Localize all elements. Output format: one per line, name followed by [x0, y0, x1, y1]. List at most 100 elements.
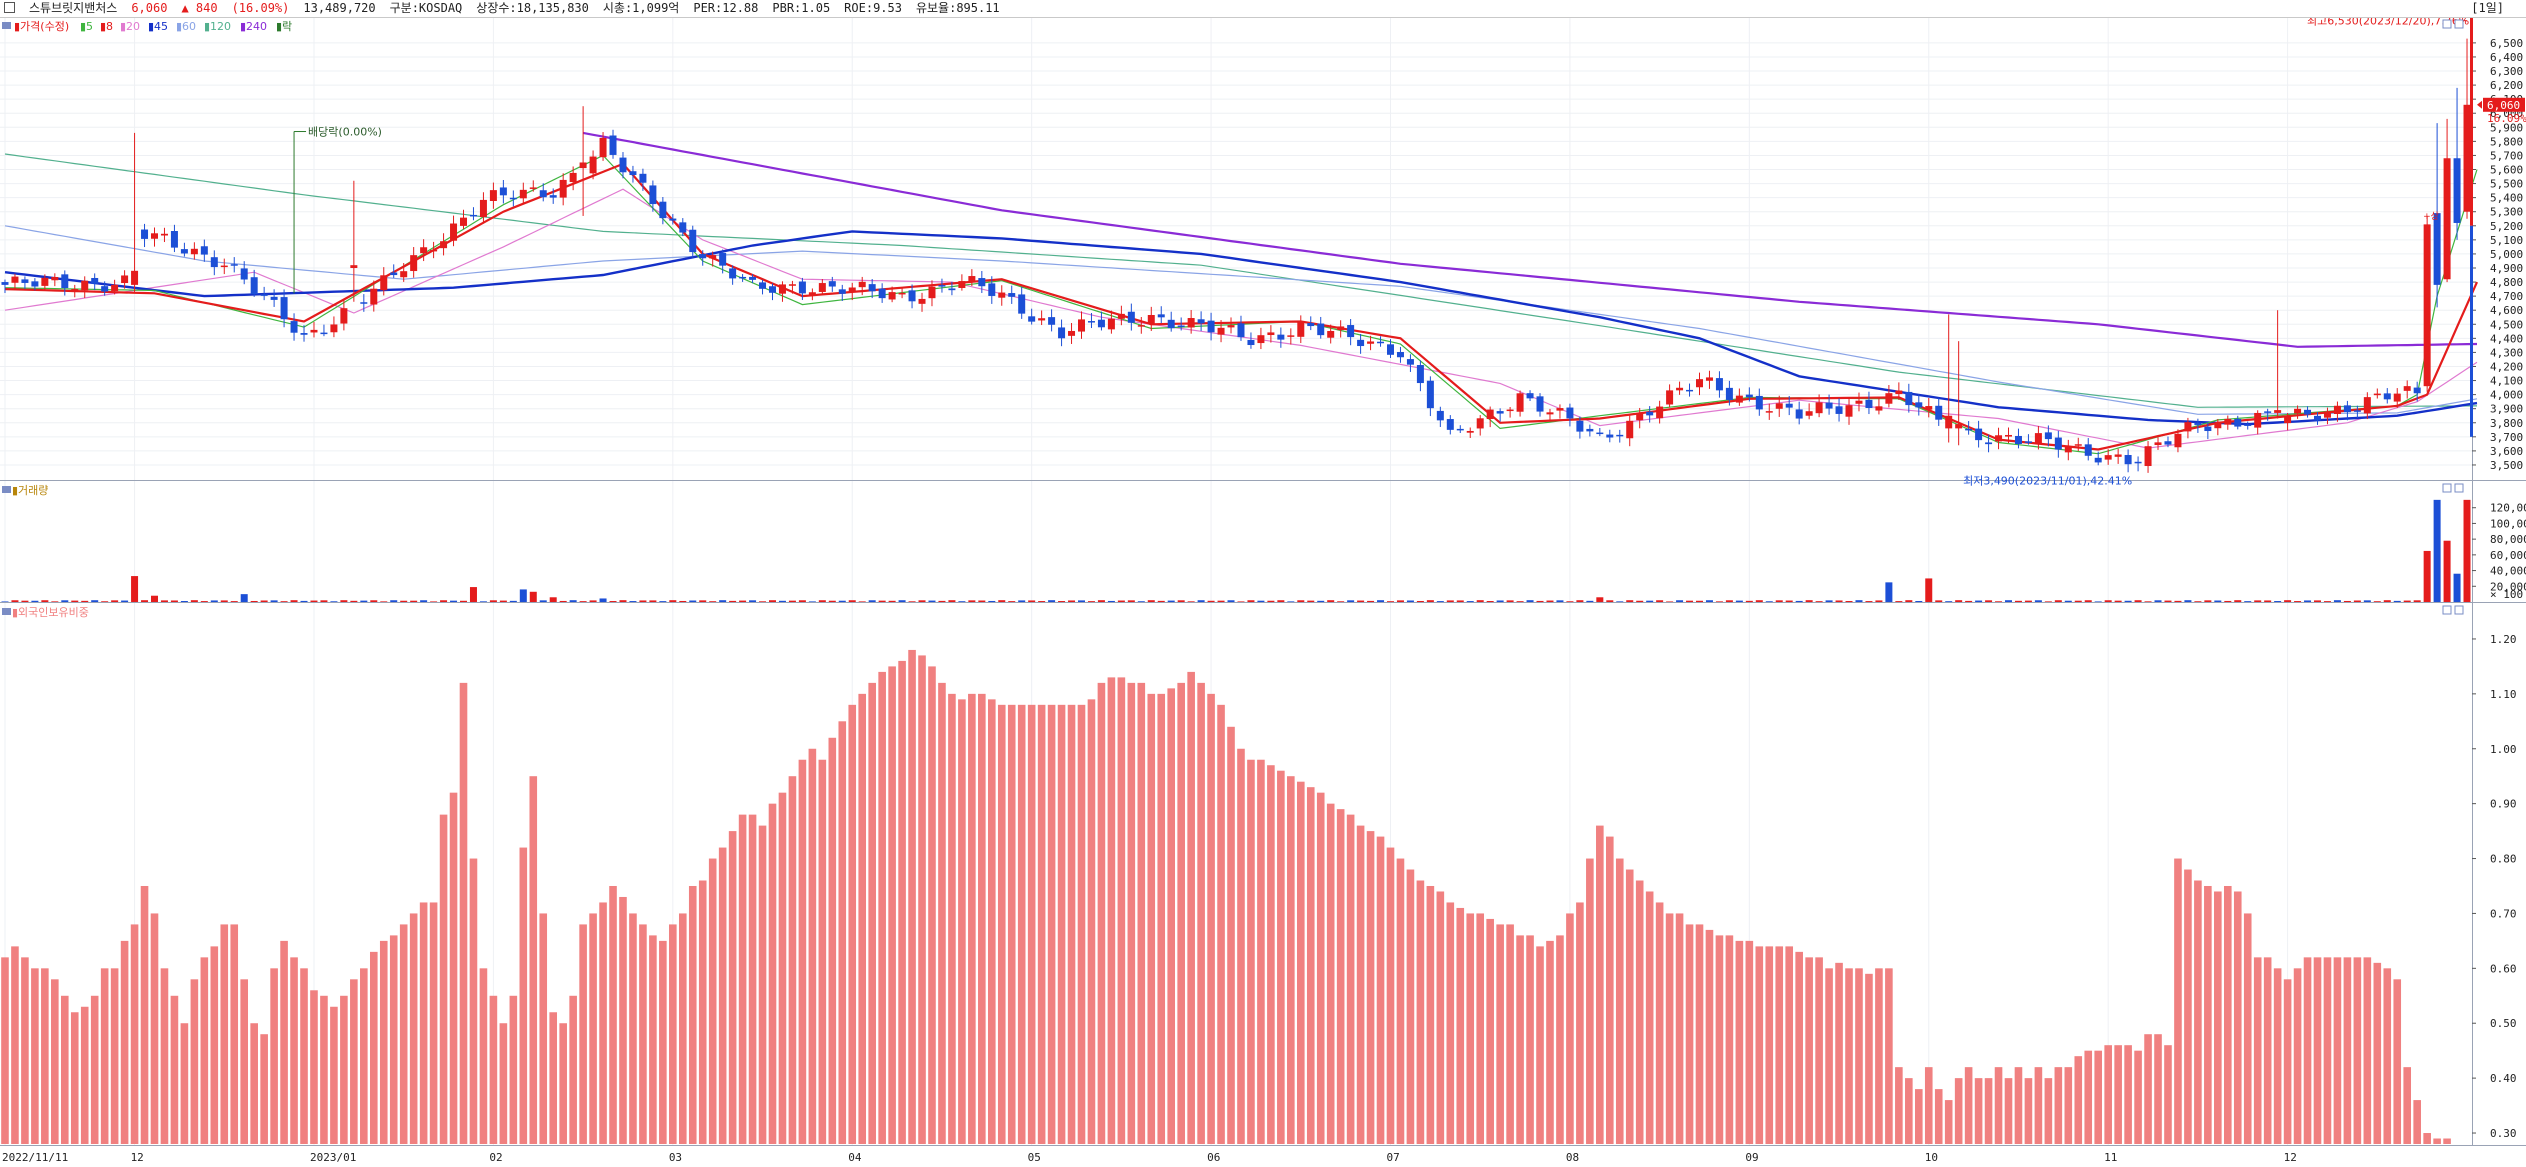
volume-bar — [659, 601, 667, 602]
annotations: 최고6,530(2023/12/20),7.76% 최저3,490(2023/11… — [293, 18, 2469, 487]
candle-body — [1277, 334, 1285, 340]
foreign-ratio-bar — [938, 682, 946, 1144]
foreign-ratio-bar — [210, 946, 219, 1144]
candle-body — [2373, 393, 2381, 396]
volume-bar — [968, 600, 976, 602]
volume-bar — [559, 600, 567, 602]
volume-bar — [1815, 601, 1823, 602]
volume-bar — [1526, 600, 1534, 602]
volume-bar — [61, 600, 69, 602]
foreign-ratio-bar — [678, 913, 687, 1144]
volume-bar — [460, 600, 467, 602]
candle-body — [1945, 415, 1953, 429]
foreign-ratio-bar — [429, 902, 438, 1144]
candle-body — [2443, 158, 2451, 280]
candle-body — [2184, 422, 2192, 432]
volume-bar — [888, 600, 896, 602]
foreign-ratio-bar — [2223, 885, 2232, 1144]
volume-bar — [1028, 600, 1036, 602]
ma-legend-item: ▮락 — [276, 20, 292, 33]
foreign-ratio-bar — [1247, 759, 1255, 1144]
x-tick-label: 2022/11/11 — [2, 1151, 68, 1164]
volume-bar — [2274, 601, 2282, 602]
foreign-ratio-bar — [2333, 957, 2342, 1144]
volume-bar — [1576, 600, 1584, 602]
volume-bar — [1, 601, 9, 602]
candle-body — [2094, 457, 2102, 463]
foreign-ratio-bar — [100, 968, 109, 1144]
foreign-ratio-bars[interactable] — [1, 649, 2451, 1144]
volume-bar — [1805, 600, 1813, 602]
select-checkbox[interactable] — [4, 2, 15, 13]
volume-bar — [1337, 601, 1345, 602]
candle-body — [709, 255, 717, 259]
candle-body — [838, 289, 846, 294]
foreign-ratio-bar — [21, 957, 29, 1144]
candle-body — [769, 286, 776, 293]
candle-body — [2054, 437, 2062, 450]
candle-body — [2413, 387, 2421, 394]
volume-bar — [709, 601, 717, 602]
foreign-ratio-bar — [2084, 1050, 2093, 1144]
price-candles[interactable] — [1, 38, 2471, 473]
volume-bar — [609, 601, 617, 602]
candle-body — [31, 281, 39, 287]
candle-body — [360, 302, 368, 304]
foreign-ratio-bar — [2423, 1133, 2431, 1144]
volume-bar — [1267, 600, 1275, 602]
volume-bar — [450, 600, 458, 602]
candle-body — [1885, 393, 1893, 404]
stock-name[interactable]: 스튜브릿지밴처스 — [29, 1, 118, 15]
x-tick-label: 03 — [669, 1151, 682, 1164]
candle-body — [1048, 317, 1056, 325]
period-selector[interactable]: [1일] — [2471, 1, 2504, 15]
candle-body — [1167, 319, 1175, 329]
foreign-ratio-bar — [419, 902, 428, 1144]
foreign-ratio-bar — [1356, 825, 1365, 1144]
volume-bar — [1257, 600, 1265, 602]
volume-bars[interactable] — [1, 499, 2471, 602]
volume-bar — [2343, 600, 2351, 602]
candle-body — [1616, 434, 1624, 437]
dividend-annotation: 배당락(0.00%) — [308, 126, 382, 139]
volume-bar — [1048, 600, 1056, 602]
price-tick-label: 5,500 — [2490, 178, 2523, 191]
volume-bar — [739, 600, 747, 602]
volume-bar — [2144, 601, 2152, 602]
foreign-ratio-bar — [2004, 1078, 2013, 1144]
foreign-ratio-bar — [1974, 1078, 1983, 1144]
volume-bar — [539, 600, 547, 602]
foreign-ratio-bar — [290, 957, 298, 1144]
candle-body — [141, 229, 149, 239]
volume-bar — [1087, 601, 1095, 602]
foreign-ratio-bar — [1376, 836, 1385, 1144]
candle-body — [2124, 454, 2132, 465]
candle-body — [1426, 380, 1434, 409]
pane-close-button — [2454, 19, 2464, 29]
foreign-ratio-bar — [1795, 951, 1803, 1144]
candle-body — [370, 288, 378, 305]
foreign-ratio-bar — [509, 995, 518, 1144]
foreign-ratio-bar — [2413, 1100, 2421, 1144]
volume-bar — [1396, 600, 1404, 602]
foreign-ratio-bar — [997, 704, 1006, 1144]
volume-bar — [2333, 600, 2341, 602]
volume-bar — [1656, 600, 1664, 602]
volume-bar — [1626, 600, 1634, 602]
foreign-ratio-bar — [2094, 1050, 2103, 1144]
candle-body — [1636, 413, 1644, 421]
candle-body — [848, 287, 856, 292]
volume-bar — [1117, 600, 1125, 602]
ma-legend-item: ▮120 — [204, 20, 231, 33]
candle-body — [2084, 444, 2092, 456]
foreign-ratio-bar — [1087, 699, 1096, 1144]
volume-bar — [1895, 601, 1903, 602]
candle-body — [938, 285, 946, 287]
volume-bar — [51, 601, 59, 602]
foreign-ratio-bar — [1865, 973, 1873, 1144]
price-tick-label: 4,500 — [2490, 318, 2523, 331]
legend: ▮가격(수정) ▮5 ▮8 ▮20 ▮45 ▮60 ▮120 ▮240 ▮락 ▮거래량 ▮외국인보유… — [2, 19, 2464, 619]
candle-body — [2463, 104, 2471, 212]
candle-body — [1307, 323, 1315, 327]
